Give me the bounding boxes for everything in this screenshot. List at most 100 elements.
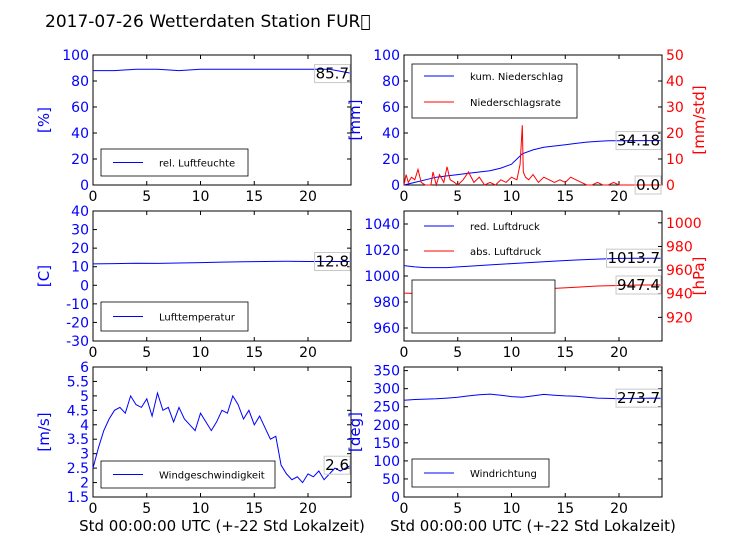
y2-tick-label: 960 [666, 263, 693, 279]
y-tick-label: 2 [80, 476, 89, 492]
value-label-box [615, 131, 662, 151]
wind-direction-panel: 0 5 10 15 20050100150200250300350[deg]273.7W… [346, 364, 663, 517]
x-axis-label-left: Std 00:00:00 UTC (+-22 Std Lokalzeit) [79, 517, 365, 535]
x-tick-label: 20 [610, 345, 628, 361]
y-tick-label: 2.5 [67, 461, 89, 477]
wind-direction-frame [403, 366, 663, 498]
y-tick-label: 1000 [364, 269, 400, 285]
x-tick-label: 10 [192, 345, 210, 361]
wind-speed-series-windgeschwindigkeit [92, 391, 352, 484]
wind-speed-value-label: 2.6 [325, 456, 349, 474]
y-tick-label: 4 [80, 418, 89, 434]
legend-label: kum. Niederschlag [470, 72, 563, 83]
wind-direction-value-label: 273.7 [617, 389, 660, 407]
legend-label: abs. Luftdruck [470, 247, 541, 258]
precipitation-value-label: 34.18 [617, 132, 660, 150]
y2-tick-label: 20 [666, 126, 684, 142]
y-tick-label: 960 [373, 321, 400, 337]
y-tick-label: 1.5 [67, 490, 89, 506]
x-tick-label: 10 [503, 501, 521, 517]
pressure-series-red-luftdruck [403, 257, 662, 269]
precipitation-frame [403, 54, 663, 186]
value-label-box [314, 64, 351, 84]
x-tick-label: 15 [245, 345, 263, 361]
legend-box [411, 279, 556, 334]
legend-box [411, 63, 578, 119]
y2-tick-label: 980 [666, 239, 693, 255]
x-tick-label: 10 [503, 345, 521, 361]
x-tick-label: 5 [453, 501, 462, 517]
y-tick-label: 0 [391, 490, 400, 506]
y-tick-label: 40 [71, 204, 89, 220]
y2-tick-label: 1000 [666, 216, 702, 232]
wind-speed-frame [92, 366, 352, 498]
x-axis-label-right: Std 00:00:00 UTC (+-22 Std Lokalzeit) [390, 517, 676, 535]
x-tick-label: 5 [142, 501, 151, 517]
wind-direction-series-windrichtung [403, 393, 663, 401]
value-label-box [606, 248, 662, 268]
x-tick-label: 15 [245, 501, 263, 517]
y-tick-label: 1040 [364, 217, 400, 233]
value-label-box [323, 455, 351, 475]
precipitation-ylabel2: [mm/std] [690, 85, 708, 154]
temperature-panel: 0 5 10 15 20 -30 -20 -10 0 10 20 30 40 [C] 12.8 Lufttem… [35, 204, 352, 361]
x-tick-label: 20 [610, 501, 628, 517]
y-tick-label: 980 [373, 295, 400, 311]
temperature-legend: Lufttemperatur [100, 301, 249, 332]
x-tick-label: 5 [453, 189, 462, 205]
legend-label: rel. Luftfeuchte [159, 159, 235, 170]
x-tick-label: 5 [142, 345, 151, 361]
x-tick-label: 0 [400, 501, 409, 517]
temperature-ylabel: [C] [35, 265, 53, 287]
y-tick-label: 1020 [364, 243, 400, 259]
temperature-series-lufttemperatur [92, 260, 351, 265]
y-tick-label: 300 [373, 382, 400, 398]
y-tick-label: 60 [71, 100, 89, 116]
precipitation-value-label: 0.0 [636, 176, 660, 194]
x-tick-label: 0 [89, 501, 98, 517]
y-tick-label: 20 [71, 152, 89, 168]
y2-tick-label: 40 [666, 74, 684, 90]
legend-label: Lufttemperatur [159, 313, 236, 324]
wind-speed-legend: Windgeschwindigkeit [100, 460, 276, 489]
y-tick-label: 100 [62, 48, 89, 64]
x-tick-label: 10 [503, 189, 521, 205]
x-tick-label: 15 [556, 501, 574, 517]
y-tick-label: 200 [373, 418, 400, 434]
precipitation-series-kum-niederschlag [403, 140, 662, 186]
y-tick-label: 6 [80, 360, 89, 376]
y-tick-label: 40 [382, 126, 400, 142]
humidity-panel: 0 5 10 15 20 0 20 40 60 80 100 [%] 85.7 rel. Luftfeuc… [35, 48, 352, 205]
y-tick-label: 40 [71, 126, 89, 142]
wind-direction-legend: Windrichtung [411, 458, 550, 488]
x-tick-label: 0 [400, 189, 409, 205]
precipitation-panel: 0 5 10 15 20 0 20 40 60 80 100 0 10 20 30 40 50 [mm] [mm/s… [346, 48, 708, 205]
x-tick-label: 0 [400, 345, 409, 361]
humidity-value-label: 85.7 [316, 65, 349, 83]
y2-tick-label: 30 [666, 100, 684, 116]
x-tick-label: 5 [142, 189, 151, 205]
figure-title: 2017-07-26 Wetterdaten Station FUR  [45, 12, 371, 32]
y-tick-label: 0 [391, 178, 400, 194]
humidity-ylabel: [%] [35, 107, 53, 133]
y-tick-label: 80 [71, 74, 89, 90]
y-tick-label: 20 [382, 152, 400, 168]
y-tick-label: 4.5 [67, 403, 89, 419]
precipitation-series-niederschlagsrate [403, 125, 662, 187]
y2-tick-label: 940 [666, 287, 693, 303]
y-tick-label: 0 [80, 178, 89, 194]
x-tick-label: 20 [299, 189, 317, 205]
x-tick-label: 15 [556, 189, 574, 205]
x-tick-label: 0 [89, 189, 98, 205]
value-label-box [634, 175, 662, 195]
value-label-box [615, 275, 662, 295]
y-tick-label: 5 [80, 389, 89, 405]
legend-label: red. Luftdruck [470, 222, 540, 233]
legend-label: Windrichtung [470, 469, 537, 480]
temperature-frame [92, 210, 352, 342]
x-tick-label: 15 [556, 345, 574, 361]
wind-speed-panel: 0 5 10 15 201.522.533.544.555.56[m/s]2.6Wind… [35, 360, 352, 517]
pressure-value-label: 1013.7 [608, 249, 661, 267]
